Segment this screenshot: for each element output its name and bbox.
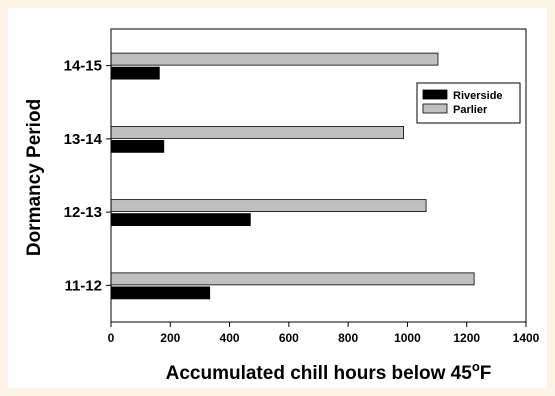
plot-area-frame [110, 28, 527, 323]
x-axis-title-tail: F [480, 363, 492, 384]
bar-parlier [110, 272, 475, 286]
y-tick-label: 11-12 [64, 277, 102, 294]
x-tick-label: 600 [279, 331, 299, 345]
legend-swatch-riverside [422, 89, 448, 100]
y-tick-label: 14-15 [64, 58, 102, 75]
bar-riverside [110, 286, 211, 300]
x-tick-label: 800 [338, 331, 358, 345]
x-tick-label: 1200 [453, 331, 480, 345]
x-tick-label: 1000 [394, 331, 421, 345]
legend-swatch-parlier [422, 103, 448, 114]
y-tick-label: 13-14 [64, 131, 103, 148]
legend: Riverside Parlier [416, 82, 521, 124]
x-axis-title-main: Accumulated chill hours below 45 [166, 363, 473, 384]
y-axis-title: Dormancy Period [24, 99, 45, 256]
bar-parlier [110, 125, 404, 139]
x-axis-ticks: 0 200 400 600 800 1000 1200 1400 [108, 322, 540, 345]
y-tick-label: 12-13 [64, 204, 102, 221]
bar-parlier [110, 52, 439, 66]
bar-riverside [110, 66, 160, 80]
y-axis-ticks: 11-12 12-13 13-14 14-15 [64, 58, 111, 294]
x-tick-label: 400 [220, 331, 240, 345]
legend-label-riverside: Riverside [453, 90, 503, 102]
bar-riverside [110, 213, 251, 227]
legend-label-parlier: Parlier [453, 104, 488, 116]
bar-riverside [110, 139, 165, 153]
x-tick-label: 0 [108, 331, 115, 345]
x-axis-title: Accumulated chill hours below 45oF [166, 359, 492, 384]
legend-box [416, 82, 521, 124]
x-axis-title-superscript: o [472, 359, 480, 374]
bar-parlier [110, 199, 427, 213]
x-tick-label: 200 [160, 331, 180, 345]
figure-panel [8, 8, 547, 388]
x-tick-label: 1400 [513, 331, 540, 345]
